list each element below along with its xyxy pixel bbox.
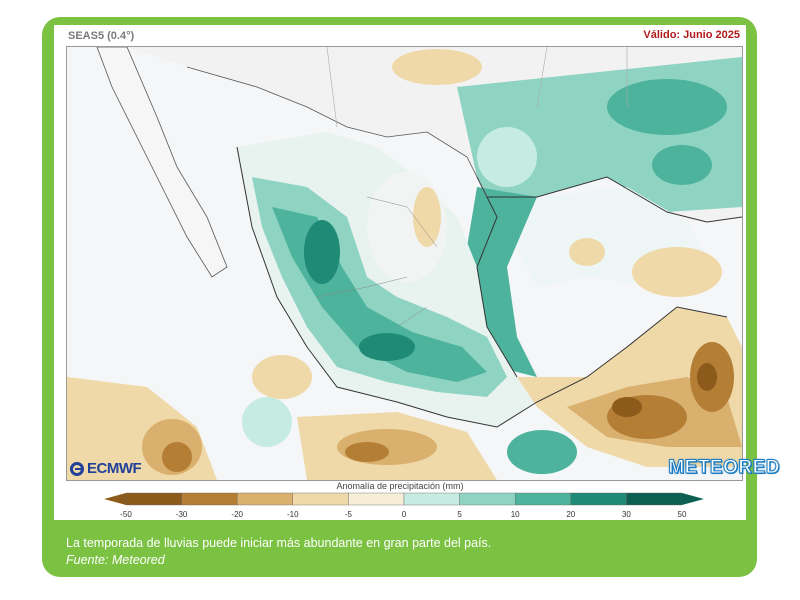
- colorbar-segment: [570, 492, 627, 506]
- anomaly-patch: [632, 247, 722, 297]
- colorbar-segment: [236, 492, 293, 506]
- anomaly-patch: [252, 355, 312, 399]
- colorbar-tick-label: 30: [621, 510, 631, 519]
- valid-date-label: Válido: Junio 2025: [643, 29, 740, 41]
- baja-california: [96, 47, 228, 278]
- ecmwf-logo: ECMWF: [70, 460, 142, 477]
- anomaly-patch: [359, 333, 415, 361]
- ecmwf-logo-icon: [70, 461, 84, 476]
- anomaly-patch: [413, 187, 441, 247]
- anomaly-patch: [304, 220, 340, 284]
- border: [186, 66, 488, 198]
- precipitation-anomaly-map: [66, 46, 743, 481]
- coastline: [487, 176, 742, 223]
- colorbar-segment: [292, 492, 349, 506]
- colorbar-tick-label: 20: [566, 510, 576, 519]
- anomaly-patch: [242, 397, 292, 447]
- map-canvas: [67, 47, 742, 480]
- state-border: [326, 47, 628, 128]
- anomaly-patch: [392, 49, 482, 85]
- coastline: [236, 146, 728, 428]
- colorbar-extend-low: [104, 493, 126, 505]
- colorbar-segment: [125, 492, 182, 506]
- colorbar-tick-label: 0: [401, 510, 407, 519]
- anomaly-patch: [569, 238, 605, 266]
- meteored-logo: METEORED: [668, 457, 780, 479]
- anomaly-patch: [477, 127, 537, 187]
- anomaly-patch: [652, 145, 712, 185]
- caption: La temporada de lluvias puede iniciar má…: [66, 535, 491, 569]
- anomaly-patch: [697, 363, 717, 391]
- colorbar-tick-label: 50: [677, 510, 687, 519]
- colorbar-tick-label: -50: [120, 510, 132, 519]
- legend-title: Anomalía de precipitación (mm): [336, 481, 464, 491]
- colorbar-tick-label: 5: [457, 510, 462, 519]
- colorbar-segment: [181, 492, 238, 506]
- anomaly-patch: [162, 442, 192, 472]
- ecmwf-logo-text: ECMWF: [87, 460, 142, 477]
- anomaly-patch: [607, 79, 727, 135]
- caption-source: Fuente: Meteored: [66, 553, 165, 567]
- colorbar: [104, 492, 704, 506]
- anomaly-patch: [345, 442, 389, 462]
- colorbar-tick-label: -30: [175, 510, 188, 519]
- colorbar-tick-label: 10: [510, 510, 520, 519]
- colorbar-segment: [348, 492, 405, 506]
- anomaly-patch: [612, 397, 642, 417]
- colorbar-segment: [626, 492, 683, 506]
- colorbar-segment: [515, 492, 572, 506]
- colorbar-extend-high: [682, 493, 704, 505]
- colorbar-segment: [459, 492, 516, 506]
- colorbar-segment: [403, 492, 460, 506]
- model-label: SEAS5 (0.4°): [68, 30, 135, 42]
- colorbar-tick-label: -5: [344, 510, 352, 519]
- caption-text: La temporada de lluvias puede iniciar má…: [66, 536, 492, 550]
- coastline: [476, 176, 518, 378]
- state-border: [316, 196, 438, 328]
- colorbar-tick-label: -20: [231, 510, 243, 519]
- anomaly-patch: [507, 430, 577, 474]
- colorbar-tick-label: -10: [287, 510, 299, 519]
